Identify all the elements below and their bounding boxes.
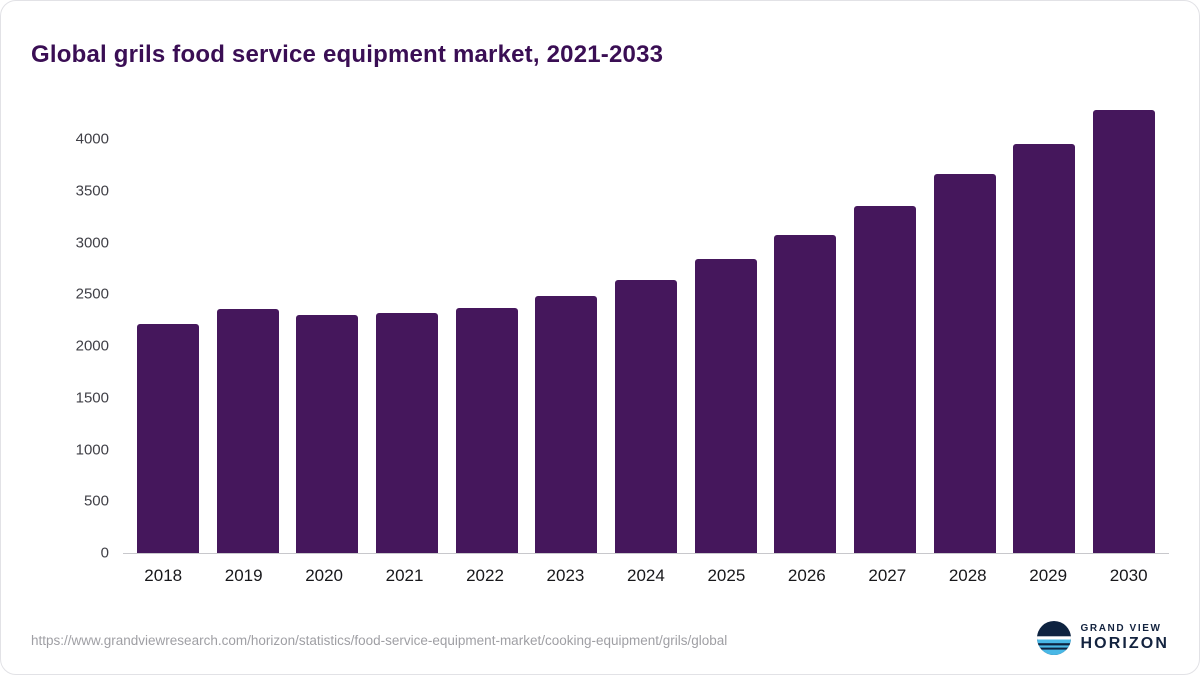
bar-2027	[853, 205, 916, 553]
y-tick-label: 4000	[75, 130, 109, 148]
x-tick-label: 2029	[1029, 566, 1068, 585]
bar-2028	[933, 173, 996, 553]
x-tick-label: 2028	[948, 566, 987, 585]
y-tick-label: 1500	[75, 389, 109, 407]
bar-2018	[137, 324, 199, 553]
y-tick-label: 0	[100, 544, 109, 562]
x-tick-label: 2020	[305, 566, 344, 585]
brand-logo: GRAND VIEW HORIZON	[1036, 620, 1169, 656]
x-axis-labels: 2018 2019 2020 2021 2022 2023 2024 2025 2026 2027…	[123, 554, 1169, 586]
x-tick-label: 2026	[787, 566, 826, 585]
page-title: Global grils food service equipment mark…	[31, 41, 664, 69]
bar-2025	[694, 259, 757, 553]
bar-2030	[1092, 110, 1155, 553]
horizon-logo-icon	[1036, 621, 1071, 655]
bar-2024	[614, 280, 677, 553]
y-tick-label: 1000	[75, 441, 109, 459]
x-tick-label: 2019	[224, 566, 263, 585]
y-tick-label: 2000	[75, 337, 109, 355]
y-tick-label: 3500	[75, 182, 109, 200]
x-tick-label: 2027	[868, 566, 907, 585]
logo-text: GRAND VIEW HORIZON	[1081, 623, 1169, 653]
source-url: https://www.grandviewresearch.com/horizo…	[31, 633, 728, 648]
x-tick-label: 2018	[144, 566, 183, 585]
y-tick-label: 500	[83, 492, 109, 510]
bar-2029	[1013, 143, 1076, 553]
bar-2023	[535, 295, 598, 553]
bar-2019	[216, 308, 279, 553]
x-tick-label: 2025	[707, 566, 746, 585]
bar-2026	[774, 234, 837, 553]
logo-line-grand-view: GRAND VIEW	[1080, 623, 1162, 635]
y-tick-label: 2500	[75, 285, 109, 303]
bar-2020	[296, 315, 359, 553]
x-tick-label: 2024	[627, 566, 665, 585]
x-tick-label: 2030	[1109, 566, 1148, 585]
bar-chart: Market Size (US$M) 050010001500200025003…	[76, 99, 1169, 586]
bar-2021	[375, 313, 438, 553]
plot-area: 0 500 1000 1500 2000 2500 3000 3500 4000	[76, 99, 1169, 562]
x-tick-label: 2023	[546, 566, 585, 585]
x-tick-label: 2021	[385, 566, 424, 585]
bar-2022	[455, 307, 518, 553]
y-tick-label: 3000	[75, 234, 109, 252]
x-tick-label: 2022	[466, 566, 504, 585]
logo-line-horizon: HORIZON	[1080, 634, 1169, 652]
